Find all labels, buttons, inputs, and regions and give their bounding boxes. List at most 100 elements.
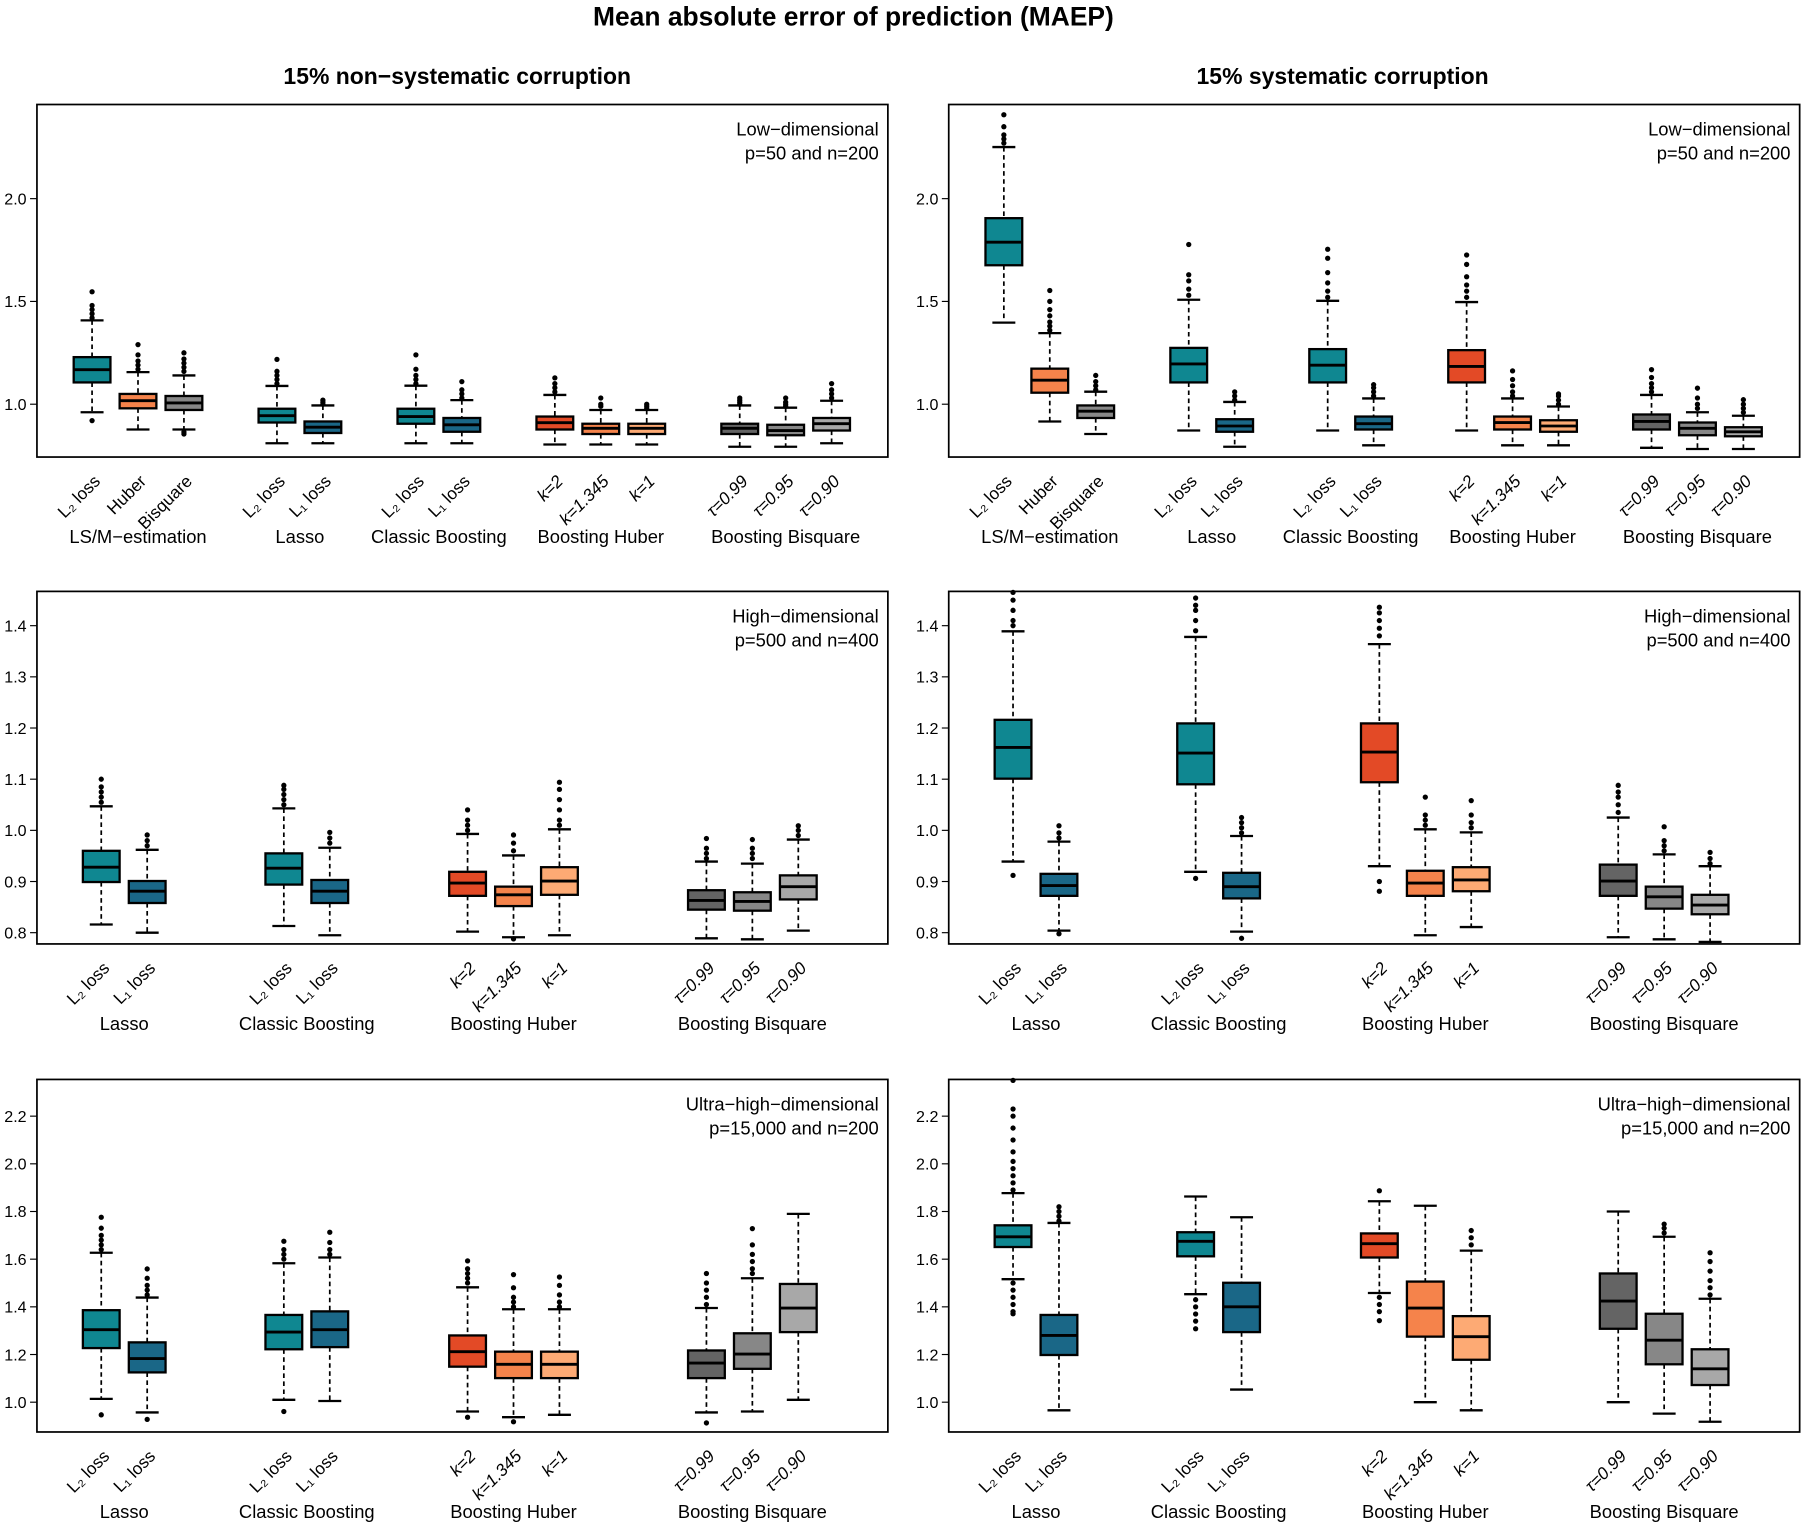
outlier-point (98, 794, 104, 800)
outlier-point (510, 832, 517, 838)
outlier-point (464, 1280, 471, 1286)
outlier-point (749, 855, 756, 862)
x-tick-label: L₁ loss (1197, 471, 1247, 521)
outlier-point (274, 356, 280, 363)
box-blue (1215, 389, 1255, 448)
outlier-point (1615, 802, 1621, 808)
group-label: Boosting Bisquare (1623, 526, 1772, 547)
outlier-point (703, 1420, 710, 1426)
x-tick-label: τ=0.99 (1581, 958, 1631, 1008)
outlier-point (1325, 270, 1331, 276)
outlier-point (1010, 1301, 1016, 1308)
box-lightgray (812, 381, 852, 445)
group-label: Boosting Bisquare (678, 1013, 827, 1034)
outlier-point (459, 391, 465, 397)
outlier-point (1555, 397, 1562, 403)
outlier-point (1468, 1242, 1474, 1248)
outlier-point (1010, 589, 1016, 596)
y-tick-label: 1.1 (916, 771, 938, 789)
outlier-point (327, 1246, 333, 1253)
outlier-point (1707, 1258, 1713, 1265)
y-tick-label: 1.4 (916, 1299, 938, 1317)
outlier-point (281, 786, 287, 793)
outlier-point (703, 1294, 710, 1300)
y-tick-label: 1.3 (916, 669, 938, 687)
outlier-point (1093, 372, 1099, 379)
box-lightorange (539, 779, 579, 937)
outlier-point (1192, 602, 1199, 608)
box-blue (127, 1266, 167, 1422)
outlier-point (1192, 1297, 1199, 1303)
panel-annotation: High−dimensional (732, 605, 878, 626)
outlier-point (703, 850, 710, 857)
box-blue (310, 829, 350, 937)
panel-annotation: Ultra−high−dimensional (686, 1093, 879, 1114)
outlier-point (1047, 323, 1053, 329)
outlier-point (1056, 1204, 1062, 1210)
outlier-point (1694, 405, 1701, 411)
x-tick-label: k=2 (1445, 471, 1479, 505)
x-tick-label: τ=0.90 (794, 471, 844, 521)
outlier-point (1463, 274, 1470, 280)
box-lightgray (1723, 397, 1763, 451)
x-tick-label: τ=0.99 (669, 1446, 719, 1496)
outlier-point (1615, 794, 1621, 800)
outlier-point (1463, 282, 1470, 288)
y-tick-label: 1.0 (916, 822, 938, 840)
outlier-point (510, 1294, 517, 1300)
outlier-point (1376, 888, 1383, 894)
outlier-point (510, 936, 517, 942)
panel-annotation: p=50 and n=200 (1657, 143, 1791, 164)
x-tick-label: τ=0.99 (1614, 471, 1664, 521)
outlier-point (556, 786, 563, 793)
group-label: LS/M−estimation (981, 526, 1118, 547)
outlier-point (274, 368, 280, 374)
x-tick-label: τ=0.95 (1627, 1446, 1677, 1496)
iqr-box (493, 885, 534, 908)
outlier-point (1232, 389, 1238, 395)
x-tick-label: k=2 (1357, 1446, 1391, 1480)
outlier-point (459, 387, 465, 393)
outlier-point (1192, 628, 1199, 634)
box-darkgray (686, 1270, 726, 1426)
outlier-point (1740, 401, 1747, 407)
outlier-point (556, 779, 563, 785)
box-red (1447, 252, 1487, 432)
outlier-point (552, 385, 558, 391)
outlier-point (327, 1239, 333, 1246)
y-tick-label: 1.3 (4, 669, 26, 687)
outlier-point (144, 1287, 150, 1293)
outlier-point (795, 832, 801, 839)
outlier-point (749, 1270, 756, 1277)
outlier-point (1740, 409, 1747, 416)
outlier-point (1192, 1304, 1199, 1310)
outlier-point (556, 822, 563, 828)
box-gray (1076, 372, 1116, 436)
outlier-point (144, 1416, 150, 1422)
x-tick-label: L₂ loss (245, 958, 296, 1009)
group-label: Classic Boosting (1151, 1013, 1287, 1034)
outlier-point (1707, 1268, 1713, 1274)
outlier-point (1047, 307, 1053, 313)
panel-annotation: p=15,000 and n=200 (1621, 1118, 1790, 1139)
outlier-point (274, 381, 280, 387)
outlier-point (1192, 875, 1199, 882)
column-title-non-systematic: 15% non−systematic corruption (283, 63, 631, 89)
y-tick-label: 2.0 (4, 1156, 26, 1174)
y-tick-label: 2.2 (916, 1108, 938, 1126)
outlier-point (749, 1226, 756, 1232)
outlier-point (1648, 381, 1655, 387)
outlier-point (89, 418, 95, 424)
outlier-point (510, 840, 517, 846)
panel-frame (947, 590, 1801, 945)
box-red (448, 1258, 488, 1420)
outlier-point (1192, 1326, 1199, 1332)
outlier-point (1010, 1173, 1016, 1179)
outlier-point (181, 368, 187, 374)
outlier-point (510, 848, 517, 854)
x-tick-label: L₂ loss (974, 958, 1025, 1009)
outlier-point (1010, 1158, 1016, 1165)
outlier-point (1376, 1188, 1383, 1194)
outlier-point (1001, 132, 1007, 138)
outlier-point (327, 840, 333, 846)
